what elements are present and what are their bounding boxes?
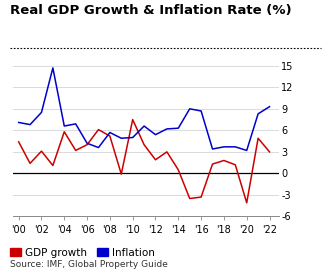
Text: Real GDP Growth & Inflation Rate (%): Real GDP Growth & Inflation Rate (%) (10, 4, 291, 17)
Legend: GDP growth, Inflation: GDP growth, Inflation (10, 248, 155, 258)
Text: Source: IMF, Global Property Guide: Source: IMF, Global Property Guide (10, 260, 168, 269)
